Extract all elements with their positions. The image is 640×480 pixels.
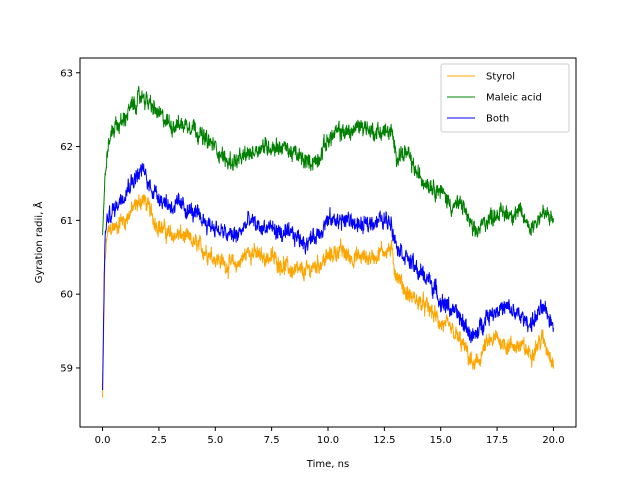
x-tick-label: 12.5 bbox=[373, 435, 395, 446]
y-tick-label: 59 bbox=[60, 363, 73, 374]
series-line-both bbox=[102, 162, 554, 391]
x-tick-label: 7.5 bbox=[264, 435, 280, 446]
x-axis: 0.0 2.5 5.0 7.5 10.0 12.5 15.0 17.5 20.0 bbox=[95, 427, 565, 446]
legend-label: Styrol bbox=[486, 72, 515, 83]
x-tick-label: 20.0 bbox=[542, 435, 564, 446]
series-layer bbox=[102, 85, 554, 398]
x-axis-label: Time, ns bbox=[306, 459, 349, 470]
y-tick-label: 61 bbox=[60, 216, 73, 227]
y-tick-label: 63 bbox=[60, 68, 73, 79]
legend: Styrol Maleic acid Both bbox=[440, 63, 570, 133]
legend-label: Maleic acid bbox=[486, 93, 542, 104]
y-tick-label: 62 bbox=[60, 142, 73, 153]
x-tick-label: 17.5 bbox=[486, 435, 508, 446]
series-line-maleic-acid bbox=[102, 85, 554, 238]
x-tick-label: 10.0 bbox=[317, 435, 339, 446]
y-tick-label: 60 bbox=[60, 290, 73, 301]
legend-label: Both bbox=[486, 114, 509, 125]
series-line-styrol bbox=[102, 194, 554, 398]
y-axis-label: Gyration radii, Å bbox=[32, 202, 45, 284]
legend-box bbox=[440, 63, 570, 133]
x-tick-label: 5.0 bbox=[207, 435, 223, 446]
x-tick-label: 15.0 bbox=[430, 435, 452, 446]
x-tick-label: 2.5 bbox=[151, 435, 167, 446]
y-axis: 59 60 61 62 63 bbox=[60, 68, 80, 374]
x-tick-label: 0.0 bbox=[95, 435, 111, 446]
